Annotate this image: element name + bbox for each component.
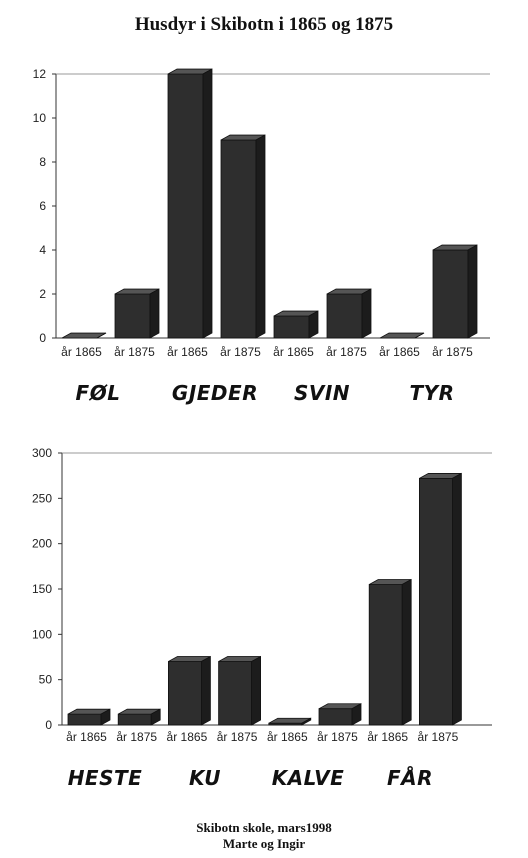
bar-front (368, 584, 403, 726)
x-tick-label: år 1875 (217, 730, 258, 744)
chart-top: 0 2 4 6 8 10 12 år 1865 år 1875 år 1865 år 1875 år … (33, 67, 490, 405)
x-tick-label: år 1865 (367, 730, 408, 744)
category-label: KALVE (272, 766, 345, 790)
bar-front (273, 315, 310, 339)
bar-side (308, 310, 319, 339)
category-label: FØL (76, 381, 121, 405)
y-tick-label: 4 (39, 243, 46, 257)
bar-side (451, 472, 462, 726)
bar-front (418, 477, 453, 726)
bar-front (432, 249, 469, 339)
category-label: HESTE (68, 766, 143, 790)
bar (273, 310, 319, 339)
bar-side (255, 134, 266, 339)
category-label: TYR (409, 381, 454, 405)
category-label: GJEDER (172, 381, 258, 405)
y-tick-label: 12 (33, 67, 47, 81)
bar (326, 288, 372, 339)
y-tick-label: 0 (39, 331, 46, 345)
bar (418, 472, 462, 726)
x-tick-label: år 1875 (317, 730, 358, 744)
x-tick-label: år 1875 (220, 345, 261, 359)
bar-side (202, 68, 213, 339)
bar-front (114, 293, 151, 339)
chart-bottom: 0 50 100 150 200 250 300 år 1865 år 1875 år 1865 å… (32, 446, 492, 790)
x-tick-label: år 1875 (114, 345, 155, 359)
bar-side (467, 244, 478, 339)
bar-front (167, 661, 202, 726)
bar (268, 717, 312, 726)
bar-side (361, 288, 372, 339)
bar-top (61, 332, 107, 339)
bar (117, 708, 161, 726)
bar-front (220, 139, 257, 339)
bar-side (150, 708, 161, 726)
y-tick-label: 100 (32, 627, 52, 641)
bar (167, 655, 211, 726)
bar-side (149, 288, 160, 339)
bar-front (326, 293, 363, 339)
bar-top (379, 332, 425, 339)
bar (220, 134, 266, 339)
y-tick-label: 250 (32, 491, 52, 505)
y-tick-label: 200 (32, 537, 52, 551)
category-label: FÅR (387, 766, 433, 790)
bar-side (401, 578, 412, 726)
y-tick-label: 10 (33, 111, 47, 125)
bar (67, 708, 111, 726)
x-tick-label: år 1865 (66, 730, 107, 744)
bar-side (414, 332, 425, 339)
bar (114, 288, 160, 339)
x-tick-label: år 1865 (267, 730, 308, 744)
bar (368, 578, 412, 726)
x-tick-label: år 1865 (273, 345, 314, 359)
x-tick-label: år 1875 (326, 345, 367, 359)
page-title: Husdyr i Skibotn i 1865 og 1875 (134, 14, 394, 35)
footer-school: Skibotn skole, mars1998 (196, 820, 332, 835)
bar-front (167, 73, 204, 339)
bar-side (251, 655, 262, 726)
bar-front (218, 661, 253, 726)
bar (318, 703, 362, 726)
bar (379, 332, 425, 339)
bar (432, 244, 478, 339)
x-tick-label: år 1865 (167, 730, 208, 744)
bar (167, 68, 213, 339)
x-tick-label: år 1865 (167, 345, 208, 359)
x-tick-label: år 1875 (432, 345, 473, 359)
x-tick-label: år 1875 (418, 730, 459, 744)
y-tick-label: 300 (32, 446, 52, 460)
bar (218, 655, 262, 726)
y-tick-label: 6 (39, 199, 46, 213)
y-tick-label: 0 (45, 718, 52, 732)
x-tick-label: år 1875 (116, 730, 157, 744)
y-tick-label: 50 (39, 673, 53, 687)
x-tick-label: år 1865 (61, 345, 102, 359)
bar-front (67, 713, 102, 726)
bar-side (351, 703, 362, 726)
category-label: KU (189, 766, 221, 790)
bar-side (96, 332, 107, 339)
bar (61, 332, 107, 339)
y-tick-label: 8 (39, 155, 46, 169)
footer-authors: Marte og Ingir (222, 836, 306, 851)
bar-side (301, 717, 312, 726)
y-tick-label: 150 (32, 582, 52, 596)
x-tick-label: år 1865 (379, 345, 420, 359)
y-tick-label: 2 (39, 287, 46, 301)
bar-side (200, 655, 211, 726)
bar-side (100, 708, 111, 726)
bar-front (318, 708, 353, 726)
bar-front (117, 713, 152, 726)
category-label: SVIN (294, 381, 350, 405)
